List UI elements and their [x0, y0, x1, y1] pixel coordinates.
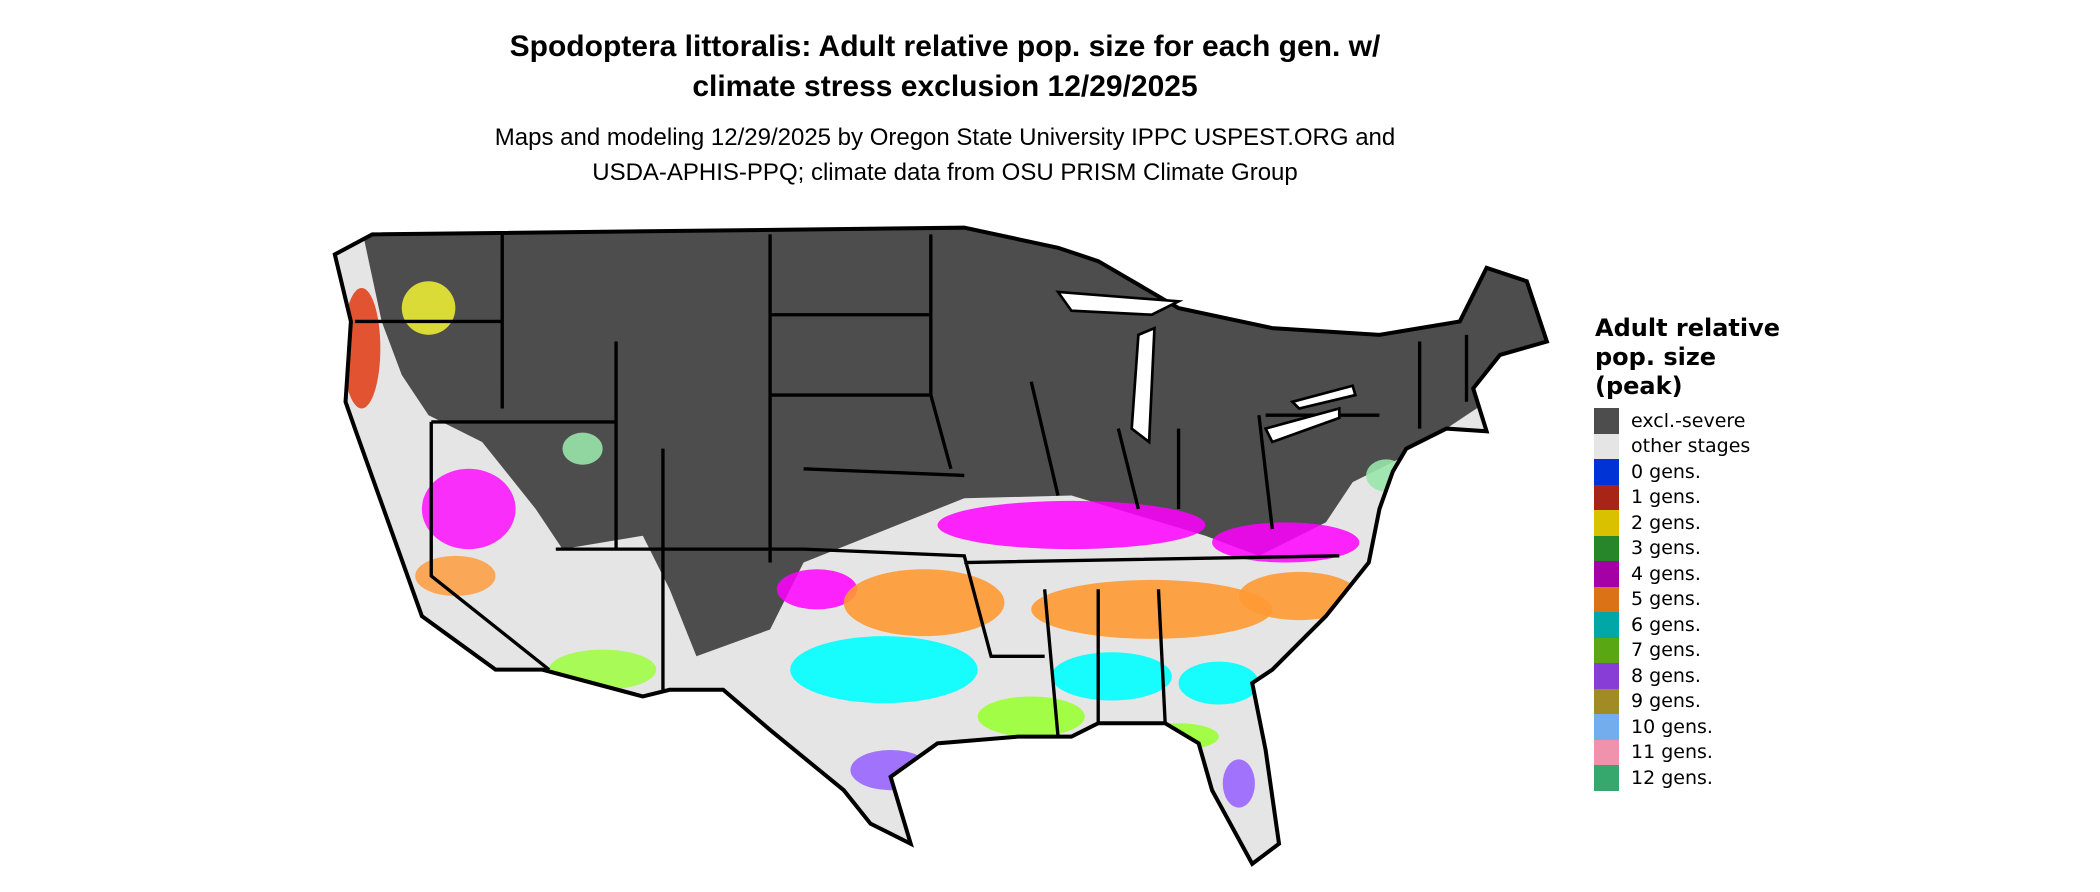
- legend-swatch: [1594, 484, 1619, 510]
- great-lakes: [1055, 290, 1358, 445]
- legend-swatch: [1594, 663, 1619, 689]
- legend-item: 2 gens.: [1594, 510, 1750, 536]
- legend-label: 4 gens.: [1631, 562, 1701, 585]
- legend-swatch: [1594, 739, 1619, 765]
- legend: excl.-severe other stages 0 gens. 1 gens. 2 …: [1594, 408, 1750, 791]
- legend-label: 5 gens.: [1631, 588, 1701, 611]
- legend-swatch: [1594, 535, 1619, 561]
- legend-item: excl.-severe: [1594, 408, 1750, 434]
- legend-swatch: [1594, 714, 1619, 740]
- legend-swatch: [1594, 561, 1619, 587]
- map-title-line1: Spodoptera littoralis: Adult relative po…: [509, 30, 1381, 63]
- legend-item: 1 gens.: [1594, 484, 1750, 510]
- legend-swatch: [1594, 688, 1619, 714]
- legend-swatch: [1594, 637, 1619, 663]
- legend-label: 0 gens.: [1631, 460, 1701, 483]
- legend-swatch: [1594, 408, 1619, 434]
- legend-swatch: [1594, 612, 1619, 638]
- legend-item: other stages: [1594, 433, 1751, 459]
- legend-item: 6 gens.: [1594, 612, 1750, 638]
- legend-swatch: [1594, 459, 1619, 485]
- legend-label: 7 gens.: [1631, 639, 1701, 662]
- legend-title: Adult relative pop. size (peak): [1595, 314, 1815, 401]
- legend-title-line: pop. size: [1595, 343, 1717, 371]
- legend-label: 10 gens.: [1631, 715, 1713, 738]
- legend-label: 9 gens.: [1631, 690, 1701, 713]
- legend-item: 5 gens.: [1594, 586, 1750, 612]
- legend-swatch: [1594, 586, 1619, 612]
- legend-label: 12 gens.: [1631, 766, 1713, 789]
- legend-label: 1 gens.: [1631, 486, 1701, 509]
- legend-label: 2 gens.: [1631, 511, 1701, 534]
- legend-item: 11 gens.: [1594, 739, 1750, 765]
- legend-label: 3 gens.: [1631, 537, 1701, 560]
- legend-label: 8 gens.: [1631, 664, 1701, 687]
- legend-swatch: [1594, 510, 1619, 536]
- map-subtitle-line2: USDA-APHIS-PPQ; climate data from OSU PR…: [592, 159, 1298, 186]
- legend-label: 6 gens.: [1631, 613, 1701, 636]
- legend-item: 0 gens.: [1594, 459, 1750, 485]
- legend-item: 3 gens.: [1594, 535, 1750, 561]
- legend-title-line: (peak): [1595, 372, 1683, 400]
- legend-item: 4 gens.: [1594, 561, 1750, 587]
- legend-item: 8 gens.: [1594, 663, 1750, 689]
- legend-label: excl.-severe: [1631, 409, 1746, 432]
- legend-swatch: [1594, 765, 1619, 791]
- map-subtitle-line1: Maps and modeling 12/29/2025 by Oregon S…: [494, 124, 1396, 151]
- legend-label: other stages: [1631, 435, 1751, 458]
- legend-item: 10 gens.: [1594, 714, 1750, 740]
- legend-item: 7 gens.: [1594, 637, 1750, 663]
- legend-title-line: Adult relative: [1595, 314, 1781, 342]
- map-title-line2: climate stress exclusion 12/29/2025: [692, 70, 1198, 103]
- legend-label: 11 gens.: [1631, 741, 1713, 764]
- legend-item: 9 gens.: [1594, 688, 1750, 714]
- legend-swatch: [1594, 433, 1619, 459]
- legend-item: 12 gens.: [1594, 765, 1750, 791]
